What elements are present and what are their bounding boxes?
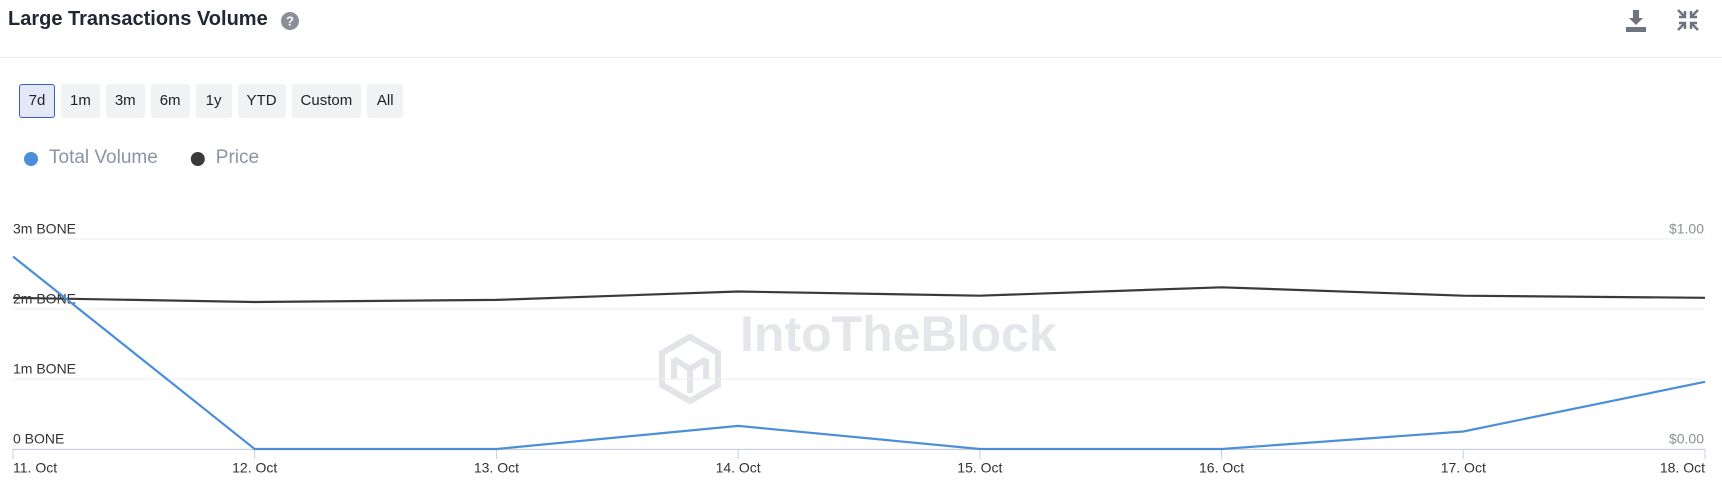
help-icon[interactable]: ? — [280, 11, 300, 31]
y2-tick-label: $1.00 — [1669, 221, 1704, 237]
x-tick-label: 12. Oct — [232, 460, 277, 476]
x-tick-label: 18. Oct — [1660, 460, 1705, 476]
range-button[interactable]: 6m — [150, 84, 190, 118]
range-buttons: 7d 1m 3m 6m 1y YTD Custom All — [19, 84, 404, 118]
svg-text:?: ? — [286, 13, 294, 28]
watermark-text: IntoTheBlock — [740, 306, 1057, 362]
y-tick-label: 1m BONE — [13, 361, 76, 377]
y2-tick-label: $0.00 — [1669, 431, 1704, 447]
x-tick-label: 14. Oct — [716, 460, 761, 476]
x-tick-label: 17. Oct — [1441, 460, 1486, 476]
x-tick-label: 15. Oct — [957, 460, 1002, 476]
x-tick-label: 13. Oct — [474, 460, 519, 476]
watermark — [659, 333, 721, 405]
download-icon[interactable] — [1624, 8, 1648, 34]
range-button[interactable]: Custom — [291, 84, 362, 118]
x-tick-label: 16. Oct — [1199, 460, 1244, 476]
series-line — [12, 286, 1706, 304]
range-button[interactable]: 1m — [61, 84, 100, 118]
series-line — [12, 255, 1706, 451]
legend-label[interactable]: Price — [216, 147, 259, 168]
range-button[interactable]: All — [367, 84, 404, 118]
x-tick-label: 11. Oct — [13, 460, 57, 476]
chart: Total Volume Price IntoTheBlock 0 BONE 1m BO… — [12, 147, 1706, 476]
range-button[interactable]: 3m — [105, 84, 145, 118]
title: Large Transactions Volume — [8, 8, 268, 30]
header: Large Transactions Volume ? — [0, 0, 1722, 58]
range-button[interactable]: 7d — [19, 84, 55, 118]
legend-marker[interactable] — [190, 152, 205, 166]
legend-label[interactable]: Total Volume — [49, 147, 158, 168]
range-button[interactable]: YTD — [237, 84, 286, 118]
legend-marker[interactable] — [24, 152, 38, 166]
y-tick-label: 0 BONE — [13, 431, 64, 447]
range-button[interactable]: 1y — [195, 84, 232, 118]
collapse-icon[interactable] — [1676, 8, 1700, 32]
y-tick-label: 3m BONE — [13, 221, 76, 237]
